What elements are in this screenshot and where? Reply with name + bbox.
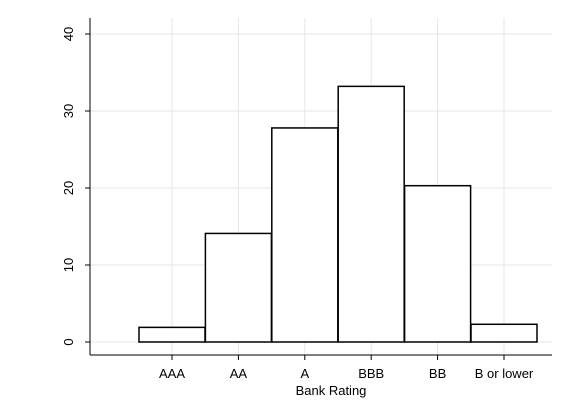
y-tick-label: 20 bbox=[61, 181, 76, 195]
x-tick-label: BBB bbox=[358, 366, 384, 381]
bar-bbb bbox=[337, 85, 405, 343]
x-tick-label: B or lower bbox=[475, 366, 534, 381]
y-ticks: 0 10 20 30 40 bbox=[61, 27, 90, 346]
bar-bb bbox=[403, 184, 472, 343]
bar-a bbox=[271, 127, 339, 343]
x-axis-title: Bank Rating bbox=[296, 383, 367, 398]
bar-aaa bbox=[138, 326, 206, 343]
x-tick-label: AA bbox=[230, 366, 248, 381]
x-tick-label: BB bbox=[429, 366, 446, 381]
x-ticks: AAA AA A BBB BB B or lower bbox=[159, 355, 534, 381]
bars bbox=[138, 85, 538, 343]
bar-aa bbox=[204, 232, 273, 343]
y-tick-label: 30 bbox=[61, 104, 76, 118]
y-tick-label: 10 bbox=[61, 258, 76, 272]
y-tick-label: 40 bbox=[61, 27, 76, 41]
x-tick-label: A bbox=[300, 366, 309, 381]
x-tick-label: AAA bbox=[159, 366, 185, 381]
y-tick-label: 0 bbox=[61, 338, 76, 345]
bar-b-or-lower bbox=[470, 323, 538, 343]
